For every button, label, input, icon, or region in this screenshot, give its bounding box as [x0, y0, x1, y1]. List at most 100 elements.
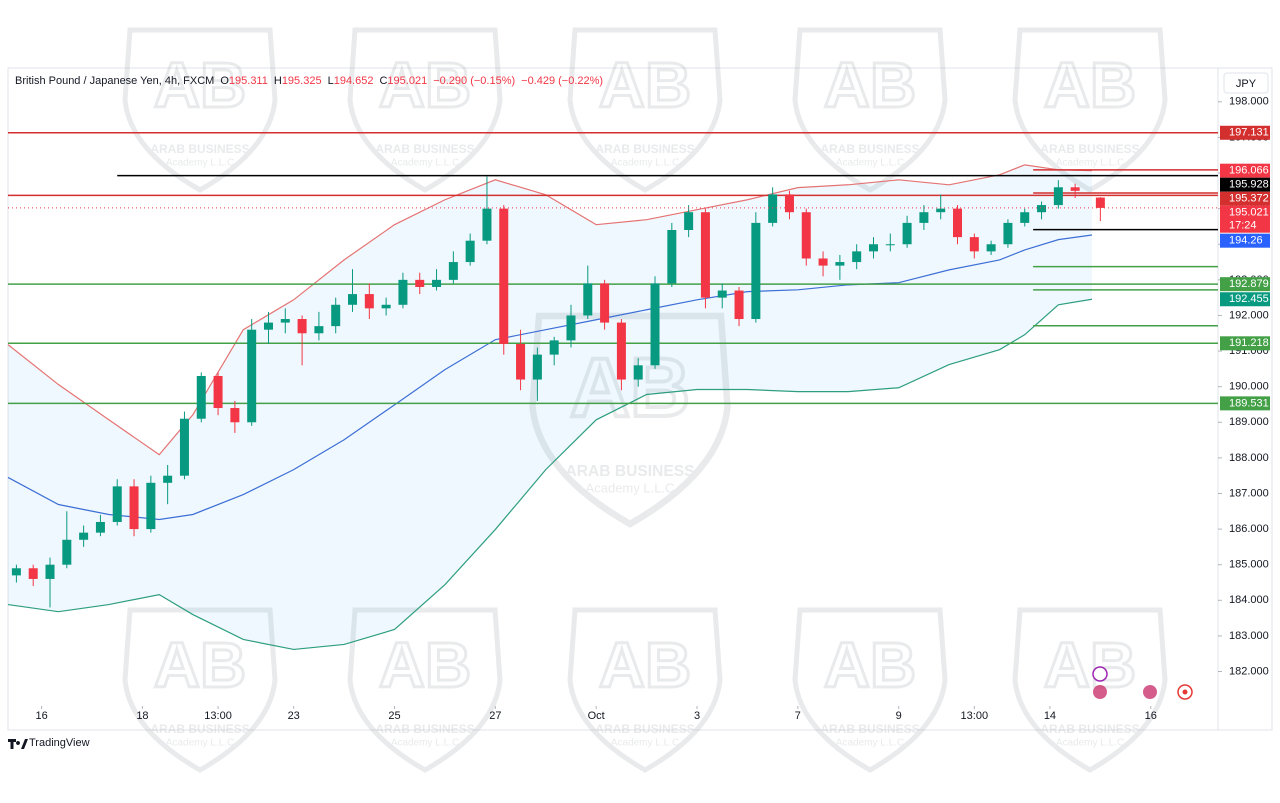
x-tick-label: 3 [694, 710, 700, 722]
watermark-shield [122, 27, 278, 193]
price-label-box [1220, 336, 1270, 351]
y-tick-label: 186.000 [1229, 523, 1269, 535]
header-item: C [379, 75, 387, 87]
candle-body [381, 304, 391, 309]
watermark-text: ARAB BUSINESS [150, 142, 249, 156]
watermark-text: ARAB BUSINESS [565, 463, 694, 480]
watermark: AB ARAB BUSINESS Academy L.L.C [347, 607, 503, 773]
header-item: H [274, 75, 282, 87]
candle-body [734, 290, 744, 320]
candle-body [129, 486, 139, 530]
price-label: 195.372 [1229, 193, 1269, 205]
watermark-shield [1012, 607, 1168, 773]
candle-body [835, 262, 845, 266]
watermark-shield [567, 27, 723, 193]
candle-body [280, 319, 290, 323]
watermark: AB ARAB BUSINESS Academy L.L.C [567, 607, 723, 773]
y-tick-label: 198.000 [1229, 96, 1269, 108]
candle-body [784, 194, 794, 213]
candle-body [28, 568, 38, 579]
x-tick-label: 9 [896, 710, 902, 722]
candle-body [499, 208, 509, 344]
candle-body [398, 279, 408, 305]
candle-body [969, 237, 979, 252]
watermark: AB ARAB BUSINESS Academy L.L.C [792, 607, 948, 773]
header-item: 195.021 [387, 75, 427, 87]
watermark-letters: AB [154, 629, 246, 701]
candle-body [818, 258, 828, 266]
currency-box[interactable] [1223, 72, 1269, 94]
watermark-letters: AB [599, 49, 691, 121]
y-tick-label: 182.000 [1229, 665, 1269, 677]
watermark-letters: AB [1044, 49, 1136, 121]
candle-body [213, 375, 223, 409]
watermark-shield [1012, 27, 1168, 193]
candle-body [919, 212, 929, 223]
watermark: AB ARAB BUSINESS Academy L.L.C [1012, 27, 1168, 193]
watermark-shield [567, 607, 723, 773]
watermark-text: ARAB BUSINESS [1040, 722, 1139, 736]
y-tick-label: 187.000 [1229, 487, 1269, 499]
event-icon[interactable] [1143, 685, 1157, 699]
header-item: 195.311 [229, 75, 268, 87]
watermark-subtext: Academy L.L.C [166, 158, 234, 169]
candle-body [45, 564, 55, 579]
event-icons [1092, 666, 1193, 700]
band-line [7, 298, 1093, 651]
watermark-subtext: Academy L.L.C [586, 480, 675, 495]
candle-body [11, 568, 21, 576]
event-icon[interactable] [1092, 666, 1108, 682]
candle-body [885, 244, 895, 246]
watermark-subtext: Academy L.L.C [836, 158, 904, 169]
watermark-letters: AB [154, 49, 246, 121]
x-tick-label: 13:00 [961, 710, 989, 722]
watermark-text: ARAB BUSINESS [150, 722, 249, 736]
currency[interactable]: JPY [1236, 78, 1257, 90]
candle-body [196, 375, 206, 419]
x-tick-label: 14 [1044, 710, 1056, 722]
x-tick-label: 23 [288, 710, 300, 722]
candle-body [179, 418, 189, 476]
candle-body [364, 294, 374, 309]
x-tick-label: 25 [388, 710, 400, 722]
candle-body [532, 354, 542, 380]
candle-body [600, 283, 610, 323]
y-tick-label: 185.000 [1229, 559, 1269, 571]
watermark-subtext: Academy L.L.C [1056, 738, 1124, 749]
candle-body [1053, 187, 1063, 206]
candle-body [684, 212, 694, 231]
watermark-letters: AB [599, 629, 691, 701]
tv-logo-mark [8, 739, 28, 749]
candle-body [549, 340, 559, 355]
price-label-box [1220, 233, 1270, 248]
candle-body [717, 290, 727, 298]
watermark-shield [122, 607, 278, 773]
y-tick-label: 189.000 [1229, 416, 1269, 428]
candle-body [751, 222, 761, 320]
header-item: O [220, 75, 229, 87]
price-label-box [1220, 177, 1270, 192]
y-tick-label: 190.000 [1229, 381, 1269, 393]
candle-body [314, 326, 324, 334]
y-tick-label: 188.000 [1229, 452, 1269, 464]
watermark: AB ARAB BUSINESS Academy L.L.C [122, 27, 278, 193]
candle-body [868, 244, 878, 252]
watermark-text: ARAB BUSINESS [375, 722, 474, 736]
x-tick-label: 18 [136, 710, 148, 722]
countdown: 17:24 [1229, 220, 1257, 232]
watermark: AB ARAB BUSINESS Academy L.L.C [567, 27, 723, 193]
event-icon[interactable] [1093, 685, 1107, 699]
header-item: 194.652 [334, 75, 374, 87]
axes: 182.000 183.000 184.000 185.000 186.000 187.0… [35, 96, 1270, 722]
candle-body [616, 322, 626, 380]
candle-body [247, 329, 257, 423]
watermark-shield [347, 27, 503, 193]
watermark-text: ARAB BUSINESS [375, 142, 474, 156]
price-label: 195.021 [1229, 207, 1269, 219]
watermark-subtext: Academy L.L.C [611, 158, 679, 169]
x-tick-label: 13:00 [204, 710, 232, 722]
candle-body [230, 408, 240, 423]
watermark: AB ARAB BUSINESS Academy L.L.C [792, 27, 948, 193]
candle-body [516, 343, 526, 380]
